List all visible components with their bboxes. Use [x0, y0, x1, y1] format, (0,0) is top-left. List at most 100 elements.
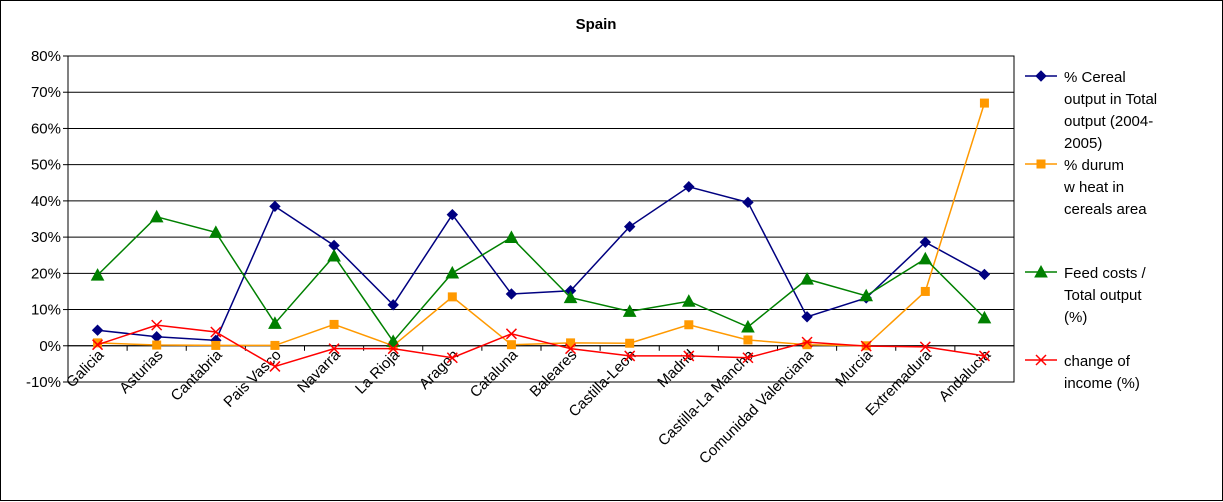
y-tick-label: 50%: [31, 157, 61, 174]
data-point: [151, 319, 163, 331]
y-tick-label: -10%: [26, 374, 61, 391]
data-point: [860, 340, 872, 352]
data-point: [741, 319, 755, 333]
data-point: [447, 292, 457, 302]
legend-label: w heat in: [1063, 179, 1124, 196]
y-tick-label: 40%: [31, 193, 61, 210]
series-line: [97, 215, 985, 343]
y-tick-label: 30%: [31, 229, 61, 246]
legend-item-4: change of income (%): [1025, 353, 1140, 392]
data-point: [91, 324, 104, 336]
y-tick-label: 70%: [31, 84, 61, 101]
data-point: [624, 350, 636, 362]
y-tick-label: 60%: [31, 120, 61, 137]
y-tick-label: 0%: [39, 338, 61, 355]
data-point: [683, 350, 695, 362]
data-point: [269, 200, 281, 213]
data-point: [978, 268, 991, 281]
data-point: [681, 294, 696, 307]
data-point: [90, 268, 105, 281]
data-point: [329, 319, 339, 329]
data-point: [977, 310, 992, 324]
series-3: [90, 209, 992, 347]
data-point: [210, 326, 222, 338]
data-point: [328, 343, 340, 355]
series-layer: [90, 98, 992, 372]
series-4: [92, 319, 990, 372]
data-point: [327, 248, 341, 262]
data-point: [800, 272, 814, 285]
legend-label: income (%): [1064, 375, 1140, 392]
data-point: [446, 208, 459, 221]
data-point: [445, 265, 460, 279]
data-point: [387, 299, 399, 311]
data-point: [211, 340, 221, 350]
data-point: [149, 209, 164, 223]
data-point: [683, 181, 695, 193]
legend-swatch-marker: [1035, 70, 1047, 82]
data-point: [565, 343, 577, 355]
data-point: [920, 286, 930, 296]
series-line: [97, 324, 985, 368]
y-tick-label: 80%: [31, 48, 61, 65]
data-point: [505, 328, 517, 340]
legend-label: Feed costs /: [1064, 265, 1147, 282]
data-point: [446, 352, 458, 364]
data-point: [743, 335, 753, 345]
series-line: [97, 185, 985, 342]
plot-border: [67, 55, 1015, 383]
data-point: [92, 339, 104, 351]
legend-label: % Cereal: [1064, 69, 1126, 86]
legend-label: cereals area: [1064, 201, 1147, 218]
legend-item-2: % durum w heat in cereals area: [1025, 157, 1147, 218]
data-point: [152, 340, 162, 350]
data-point: [505, 288, 518, 300]
data-point: [563, 290, 578, 304]
data-point: [506, 340, 516, 350]
legend-label: Total output: [1064, 287, 1142, 304]
data-point: [919, 236, 932, 248]
data-point: [742, 196, 754, 209]
data-point: [504, 230, 519, 243]
data-point: [269, 360, 281, 372]
legend-swatch-marker: [1035, 354, 1047, 366]
y-axis: -10% 0% 10% 20% 30% 40% 50% 60% 70% 80%: [26, 48, 68, 391]
plot-area: [67, 55, 1015, 383]
data-point: [801, 336, 813, 348]
legend-label: % durum: [1064, 157, 1124, 174]
legend-label: change of: [1064, 353, 1131, 370]
gridlines: [68, 91, 1014, 347]
series-1: [91, 181, 991, 347]
y-tick-label: 20%: [31, 265, 61, 282]
data-point: [270, 340, 280, 350]
data-point: [208, 225, 223, 238]
data-point: [801, 311, 813, 323]
data-point: [979, 98, 989, 108]
data-point: [625, 338, 635, 348]
legend-item-3: Feed costs / Total output (%): [1025, 264, 1147, 326]
legend-label: output (2004-: [1064, 113, 1153, 130]
data-point: [566, 338, 576, 348]
data-point: [268, 316, 282, 329]
data-point: [684, 320, 694, 330]
data-point: [919, 341, 931, 353]
legend-label: output in Total: [1064, 91, 1157, 108]
chart-title: Spain: [576, 16, 617, 33]
data-point: [386, 334, 401, 347]
legend-label: 2005): [1064, 135, 1102, 152]
legend-item-1: % Cereal output in Total output (2004- 2005…: [1025, 69, 1157, 152]
data-point: [978, 350, 990, 362]
data-point: [859, 288, 874, 302]
data-point: [622, 304, 637, 317]
data-point: [623, 220, 636, 233]
legend-swatch-marker: [1034, 264, 1048, 278]
legend-label: (%): [1064, 309, 1087, 326]
data-point: [802, 340, 812, 350]
data-point: [742, 352, 754, 364]
data-point: [387, 343, 399, 355]
legend-swatch-marker: [1036, 159, 1046, 169]
series-line: [97, 102, 986, 347]
data-point: [918, 251, 933, 265]
